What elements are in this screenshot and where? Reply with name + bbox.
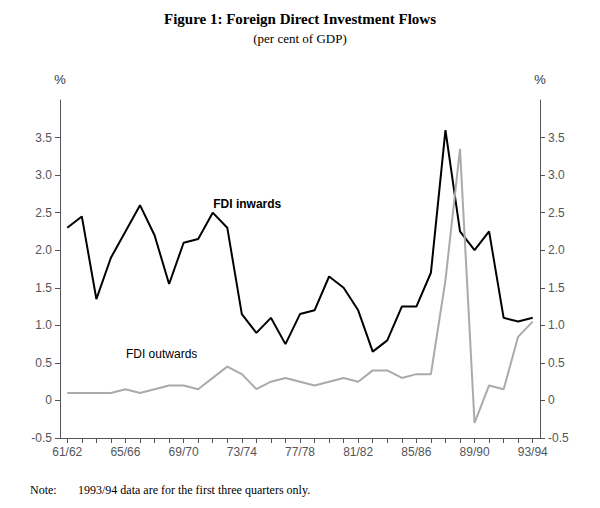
svg-text:1.0: 1.0 — [35, 318, 52, 332]
svg-text:3.0: 3.0 — [548, 168, 565, 182]
svg-text:3.5: 3.5 — [35, 131, 52, 145]
svg-text:3.5: 3.5 — [548, 131, 565, 145]
svg-text:77/78: 77/78 — [285, 445, 315, 459]
svg-text:89/90: 89/90 — [460, 445, 490, 459]
svg-text:0.5: 0.5 — [35, 356, 52, 370]
svg-text:FDI outwards: FDI outwards — [126, 347, 197, 361]
svg-text:73/74: 73/74 — [227, 445, 257, 459]
svg-text:2.0: 2.0 — [35, 243, 52, 257]
svg-text:(per cent of GDP): (per cent of GDP) — [253, 31, 347, 46]
svg-text:-0.5: -0.5 — [31, 431, 52, 445]
svg-text:%: % — [54, 72, 66, 87]
svg-text:93/94: 93/94 — [518, 445, 548, 459]
svg-text:61/62: 61/62 — [52, 445, 82, 459]
svg-text:Note:: Note: — [30, 483, 57, 497]
svg-text:FDI inwards: FDI inwards — [213, 197, 281, 211]
svg-text:-0.5: -0.5 — [548, 431, 569, 445]
svg-text:1.5: 1.5 — [548, 281, 565, 295]
svg-text:2.5: 2.5 — [35, 206, 52, 220]
svg-text:2.0: 2.0 — [548, 243, 565, 257]
svg-text:3.0: 3.0 — [35, 168, 52, 182]
svg-text:81/82: 81/82 — [343, 445, 373, 459]
svg-text:85/86: 85/86 — [401, 445, 431, 459]
svg-text:69/70: 69/70 — [169, 445, 199, 459]
svg-text:1.5: 1.5 — [35, 281, 52, 295]
svg-text:0: 0 — [548, 393, 555, 407]
svg-text:0.5: 0.5 — [548, 356, 565, 370]
svg-text:65/66: 65/66 — [110, 445, 140, 459]
svg-text:0: 0 — [45, 393, 52, 407]
svg-text:1993/94 data are for the first: 1993/94 data are for the first three qua… — [78, 483, 310, 497]
svg-text:1.0: 1.0 — [548, 318, 565, 332]
svg-text:2.5: 2.5 — [548, 206, 565, 220]
svg-text:%: % — [534, 72, 546, 87]
svg-text:Figure 1: Foreign Direct Inves: Figure 1: Foreign Direct Investment Flow… — [164, 11, 436, 27]
